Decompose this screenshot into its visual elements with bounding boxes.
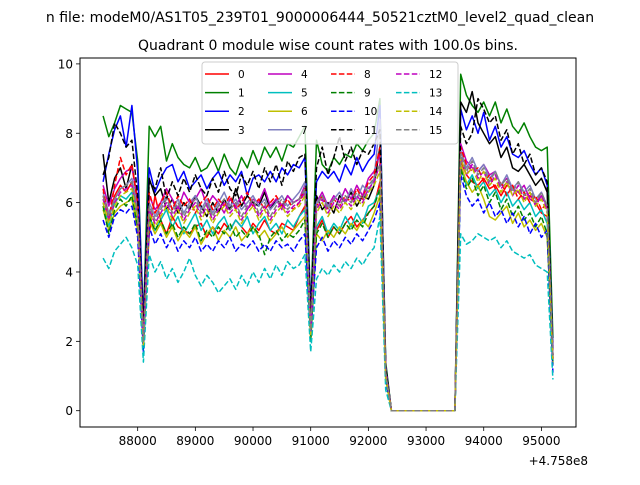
- x-tick-label: 89000: [176, 434, 214, 448]
- legend-label-13: 13: [429, 88, 442, 100]
- legend-label-8: 8: [364, 69, 371, 81]
- x-axis-offset-label: +4.758e8: [529, 454, 588, 468]
- x-tick-label: 93000: [407, 434, 445, 448]
- legend-label-10: 10: [364, 106, 377, 118]
- legend-label-15: 15: [429, 125, 442, 137]
- series-line-10: [102, 174, 554, 412]
- axes-frame: [79, 57, 577, 428]
- legend-label-4: 4: [301, 69, 308, 81]
- x-tick-label: 91000: [292, 434, 330, 448]
- legend-label-11: 11: [364, 125, 377, 137]
- series-line-13: [102, 215, 554, 412]
- series-line-14: [102, 156, 554, 412]
- series-line-5: [102, 167, 554, 412]
- series-line-9: [102, 167, 554, 412]
- legend-label-9: 9: [364, 88, 371, 100]
- x-tick-label: 95000: [522, 434, 560, 448]
- figure-suptitle: n file: modeM0/AS1T05_239T01_9000006444_…: [46, 10, 594, 26]
- x-tick-label: 94000: [465, 434, 503, 448]
- series-line-7: [102, 118, 554, 412]
- y-tick-label: 10: [58, 57, 73, 71]
- series-line-2: [102, 104, 554, 412]
- legend-label-3: 3: [238, 125, 245, 137]
- y-tick-label: 2: [65, 335, 73, 349]
- x-tick-label: 90000: [234, 434, 272, 448]
- legend-label-0: 0: [238, 69, 245, 81]
- x-tick-label: 92000: [349, 434, 387, 448]
- series-line-15: [102, 153, 554, 412]
- y-tick-label: 6: [65, 196, 73, 210]
- legend-label-12: 12: [429, 69, 442, 81]
- legend-box: [201, 61, 459, 145]
- legend-label-14: 14: [429, 106, 443, 118]
- series-line-6: [102, 163, 554, 412]
- series-line-3: [102, 90, 554, 412]
- y-tick-label: 8: [65, 127, 73, 141]
- legend-label-7: 7: [301, 125, 308, 137]
- plot-title: Quadrant 0 module wise count rates with …: [138, 38, 518, 54]
- legend-label-6: 6: [301, 106, 308, 118]
- legend-label-5: 5: [301, 88, 308, 100]
- series-line-12: [102, 156, 554, 412]
- series-line-0: [102, 160, 554, 412]
- series-layer: [102, 73, 554, 412]
- legend-label-2: 2: [238, 106, 245, 118]
- y-tick-label: 0: [65, 404, 73, 418]
- x-tick-label: 88000: [119, 434, 157, 448]
- legend-label-1: 1: [238, 88, 245, 100]
- series-line-11: [102, 97, 554, 412]
- series-line-4: [102, 142, 554, 412]
- y-tick-label: 4: [65, 265, 73, 279]
- ticks-layer: 88000 89000 90000 91000 92000 93000 94000 95000…: [58, 57, 561, 448]
